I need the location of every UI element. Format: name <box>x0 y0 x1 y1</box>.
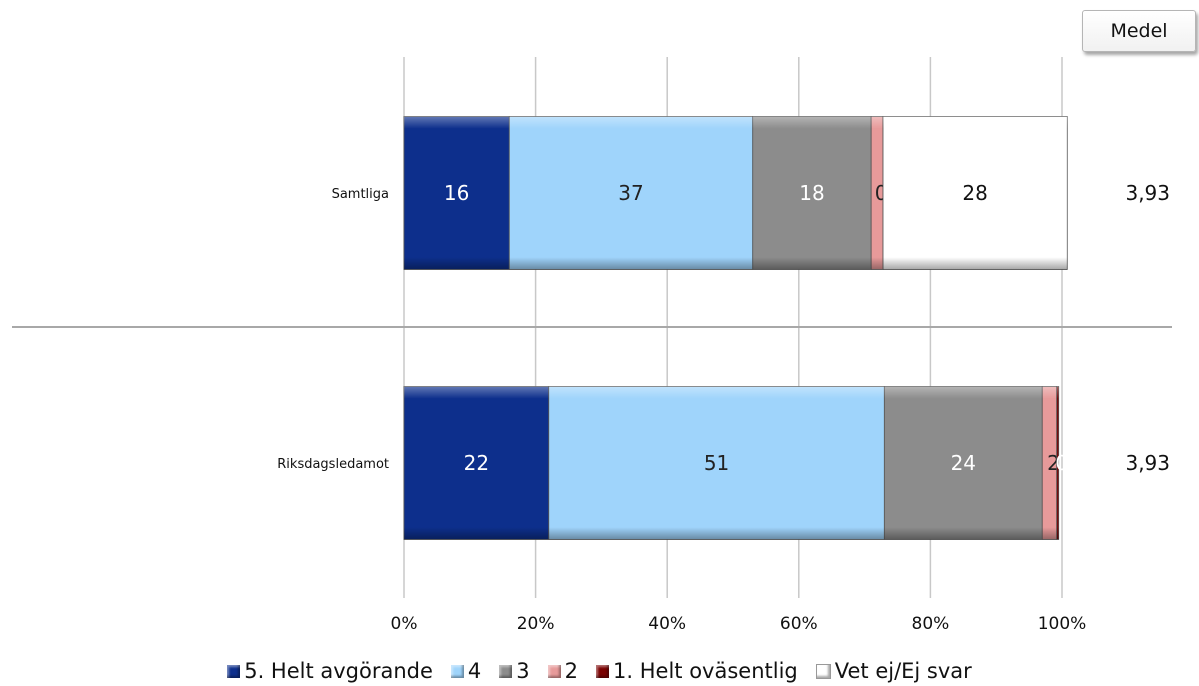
legend-label: 2 <box>564 659 579 683</box>
medel-header: Medel <box>1082 10 1196 52</box>
bar-segment-shade <box>884 386 1043 540</box>
legend-item-4: 4 <box>450 659 482 683</box>
legend-item-5-helt-avgörande: 5. Helt avgörande <box>227 659 433 683</box>
legend-label: 3 <box>516 659 530 683</box>
bar-value-label: 18 <box>799 181 824 205</box>
legend-swatch-icon <box>499 664 513 678</box>
x-tick-label: 60% <box>780 614 818 634</box>
bar-value-label: 0 <box>1055 451 1068 475</box>
bar-segment-shade <box>404 386 549 540</box>
legend-label: 5. Helt avgörande <box>244 659 433 683</box>
legend-swatch-icon <box>227 664 241 678</box>
x-tick-label: 0% <box>391 614 418 634</box>
legend-swatch-icon <box>450 664 464 678</box>
bar-segment-shade <box>509 116 753 270</box>
legend-item-1-helt-oväsentlig: 1. Helt oväsentlig <box>596 659 798 683</box>
legend-swatch-icon <box>815 663 831 679</box>
bar-segment-shade <box>404 116 510 270</box>
bar-value-label: 28 <box>962 181 987 205</box>
legend-label: 1. Helt oväsentlig <box>613 659 798 683</box>
legend-label: Vet ej/Ej svar <box>834 659 972 683</box>
x-tick-label: 40% <box>648 614 686 634</box>
bar-segment-shade <box>1042 386 1057 540</box>
bar-segment-shade <box>883 116 1068 270</box>
legend-label: 4 <box>467 659 482 683</box>
bar-value-label: 16 <box>444 181 469 205</box>
x-tick-label: 20% <box>517 614 555 634</box>
legend-item-3: 3 <box>499 659 530 683</box>
bar-value-label: 37 <box>618 181 643 205</box>
bar-segment-shade <box>1056 386 1059 540</box>
category-mean-value: 3,93 <box>1125 451 1170 475</box>
bar-segment-shade <box>548 386 885 540</box>
bar-value-label: 51 <box>704 451 729 475</box>
x-tick-label: 80% <box>912 614 950 634</box>
legend-swatch-icon <box>547 664 561 678</box>
legend-item-vet-ej-ej-svar: Vet ej/Ej svar <box>815 659 972 683</box>
category-label: Samtliga <box>332 187 389 202</box>
bar-value-label: 24 <box>951 451 976 475</box>
bar-segment-shade <box>871 116 884 270</box>
legend: 5. Helt avgörande 4 3 2 1. Helt oväsentlig Ve… <box>0 656 1199 686</box>
bar-segment-shade <box>752 116 872 270</box>
x-tick-label: 100% <box>1038 614 1087 634</box>
category-label: Riksdagsledamot <box>277 457 389 472</box>
legend-swatch-icon <box>596 664 610 678</box>
bar-value-label: 22 <box>464 451 489 475</box>
category-mean-value: 3,93 <box>1125 181 1170 205</box>
legend-item-2: 2 <box>547 659 579 683</box>
